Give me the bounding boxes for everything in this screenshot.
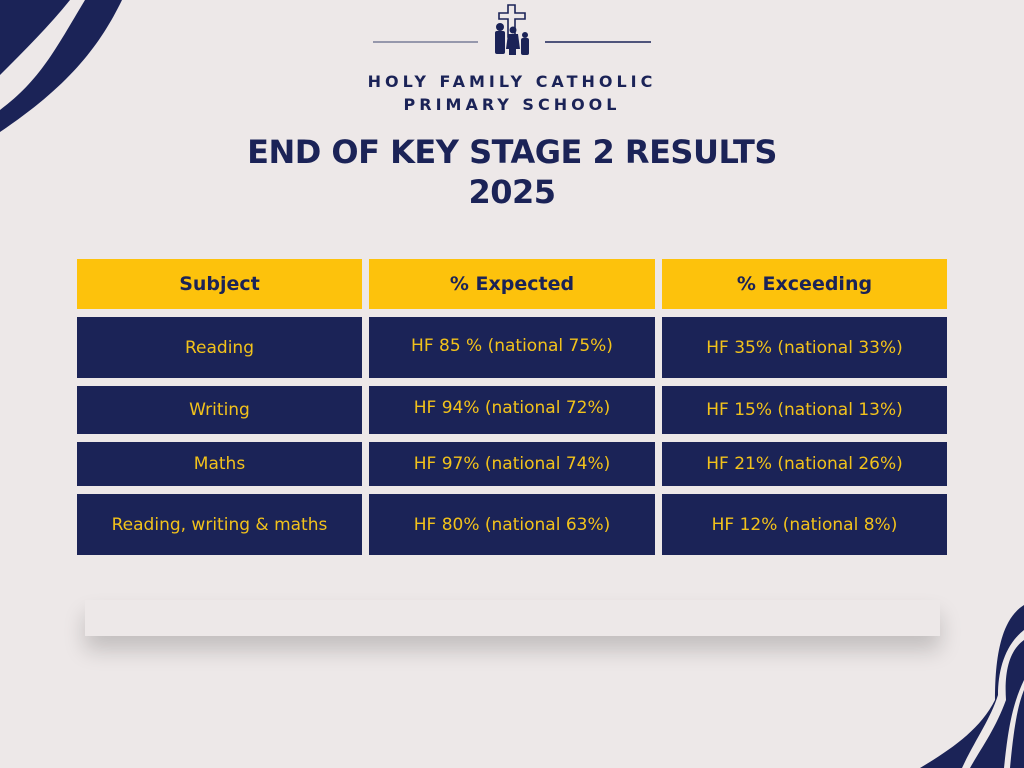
- row-subject: Reading, writing & maths: [77, 494, 362, 555]
- wave-decoration-top-left: [0, 0, 122, 132]
- row-expected: HF 80% (national 63%): [369, 494, 655, 555]
- row-exceeding: HF 35% (national 33%): [662, 317, 947, 378]
- header-expected: % Expected: [369, 259, 655, 309]
- table-shadow: [85, 600, 940, 636]
- row-exceeding: HF 21% (national 26%): [662, 442, 947, 486]
- header-exceeding: % Exceeding: [662, 259, 947, 309]
- row-expected: HF 85 % (national 75%): [369, 317, 655, 378]
- page-title: END OF KEY STAGE 2 RESULTS 2025: [0, 132, 1024, 212]
- row-expected: HF 97% (national 74%): [369, 442, 655, 486]
- row-exceeding: HF 15% (national 13%): [662, 386, 947, 434]
- school-logo: [373, 4, 651, 55]
- wave-decoration-bottom-right: [920, 605, 1024, 768]
- row-subject: Maths: [77, 442, 362, 486]
- cross-family-icon: [495, 4, 529, 55]
- school-name-line1: HOLY FAMILY CATHOLIC: [367, 72, 657, 91]
- title-year: 2025: [468, 173, 556, 211]
- header-subject: Subject: [77, 259, 362, 309]
- row-subject: Writing: [77, 386, 362, 434]
- title-line1: END OF KEY STAGE 2 RESULTS: [247, 133, 777, 171]
- school-name-line2: PRIMARY SCHOOL: [403, 95, 621, 114]
- row-expected: HF 94% (national 72%): [369, 386, 655, 434]
- row-subject: Reading: [77, 317, 362, 378]
- school-name: HOLY FAMILY CATHOLIC PRIMARY SCHOOL: [0, 70, 1024, 116]
- row-exceeding: HF 12% (national 8%): [662, 494, 947, 555]
